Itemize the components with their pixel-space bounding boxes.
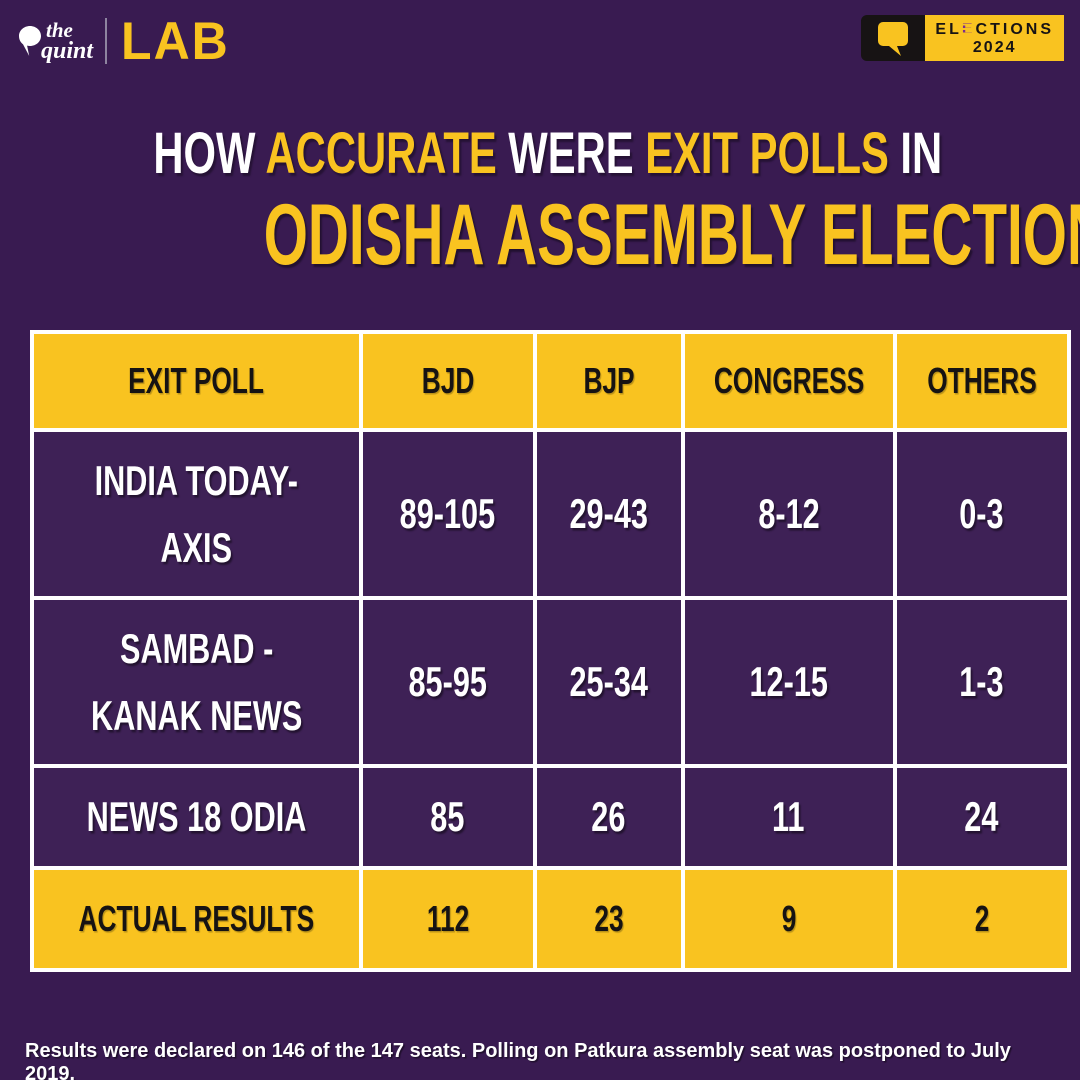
header-congress: CONGRESS <box>684 334 893 428</box>
elections-label: ELECTIONS <box>935 21 1054 39</box>
striped-e-glyph: E <box>961 21 976 39</box>
elections-speech-bubble-icon <box>878 22 909 56</box>
table-cell: 23 <box>536 870 681 968</box>
headline-elections-label: ODISHA ASSEMBLY ELECTIONS <box>263 187 1080 283</box>
headline-line1: HOW ACCURATE WERE EXIT POLLS IN <box>0 122 1080 186</box>
table-cell: 29-43 <box>536 432 681 596</box>
footer-note: Results were declared on 146 of the 147 … <box>25 1040 1011 1080</box>
elections-2024-badge: ELECTIONS 2024 <box>861 15 1064 61</box>
table-cell: 112 <box>362 870 533 968</box>
table-cell: 2 <box>896 870 1067 968</box>
header-others: OTHERS <box>896 334 1067 428</box>
logo-divider <box>105 18 108 64</box>
headline-line2: ODISHA ASSEMBLY ELECTIONS 2019 <box>0 190 1080 280</box>
row-label: ACTUAL RESULTS <box>34 870 359 968</box>
table-cell: 89-105 <box>362 432 533 596</box>
badge-text-panel: ELECTIONS 2024 <box>925 15 1064 61</box>
headline-seg: IN <box>888 121 943 186</box>
table-row-news-18-odia: NEWS 18 ODIA 85 26 11 24 <box>34 768 1067 866</box>
table-row-actual-results: ACTUAL RESULTS 112 23 9 2 <box>34 870 1067 968</box>
row-label: SAMBAD - KANAK NEWS <box>34 600 359 764</box>
table-cell: 9 <box>684 870 893 968</box>
table-cell: 85-95 <box>362 600 533 764</box>
headline-seg-accent: EXIT POLLS <box>645 121 889 186</box>
headline-seg-accent: ACCURATE <box>265 121 497 186</box>
table-cell: 1-3 <box>896 600 1067 764</box>
quint-the-label: the <box>46 17 73 42</box>
table-cell: 24 <box>896 768 1067 866</box>
table-cell: 11 <box>684 768 893 866</box>
header-bjp: BJP <box>536 334 681 428</box>
table-row-sambad-kanak-news: SAMBAD - KANAK NEWS 85-95 25-34 12-15 1-3 <box>34 600 1067 764</box>
quint-speech-bubble-icon <box>19 26 41 56</box>
table-cell: 8-12 <box>684 432 893 596</box>
quint-wordmark: the quint <box>41 17 93 63</box>
quint-lab-logo: the quint LAB <box>18 11 230 71</box>
table-row-india-today-axis: INDIA TODAY- AXIS 89-105 29-43 8-12 0-3 <box>34 432 1067 596</box>
badge-year-label: 2024 <box>972 39 1017 57</box>
table-cell: 12-15 <box>684 600 893 764</box>
lab-wordmark: LAB <box>121 11 230 71</box>
exit-poll-table: EXIT POLL BJD BJP CONGRESS OTHERS INDIA … <box>30 330 1071 972</box>
row-label: INDIA TODAY- AXIS <box>34 432 359 596</box>
row-label: NEWS 18 ODIA <box>34 768 359 866</box>
table-cell: 26 <box>536 768 681 866</box>
headline-seg: WERE <box>496 121 646 186</box>
table-header-row: EXIT POLL BJD BJP CONGRESS OTHERS <box>34 334 1067 428</box>
quint-name-label: quint <box>41 37 94 64</box>
table-cell: 25-34 <box>536 600 681 764</box>
headline-seg: HOW <box>153 121 266 186</box>
table-cell: 85 <box>362 768 533 866</box>
badge-bubble-panel <box>861 15 926 61</box>
header-bjd: BJD <box>362 334 533 428</box>
header-exit-poll: EXIT POLL <box>34 334 359 428</box>
table-cell: 0-3 <box>896 432 1067 596</box>
